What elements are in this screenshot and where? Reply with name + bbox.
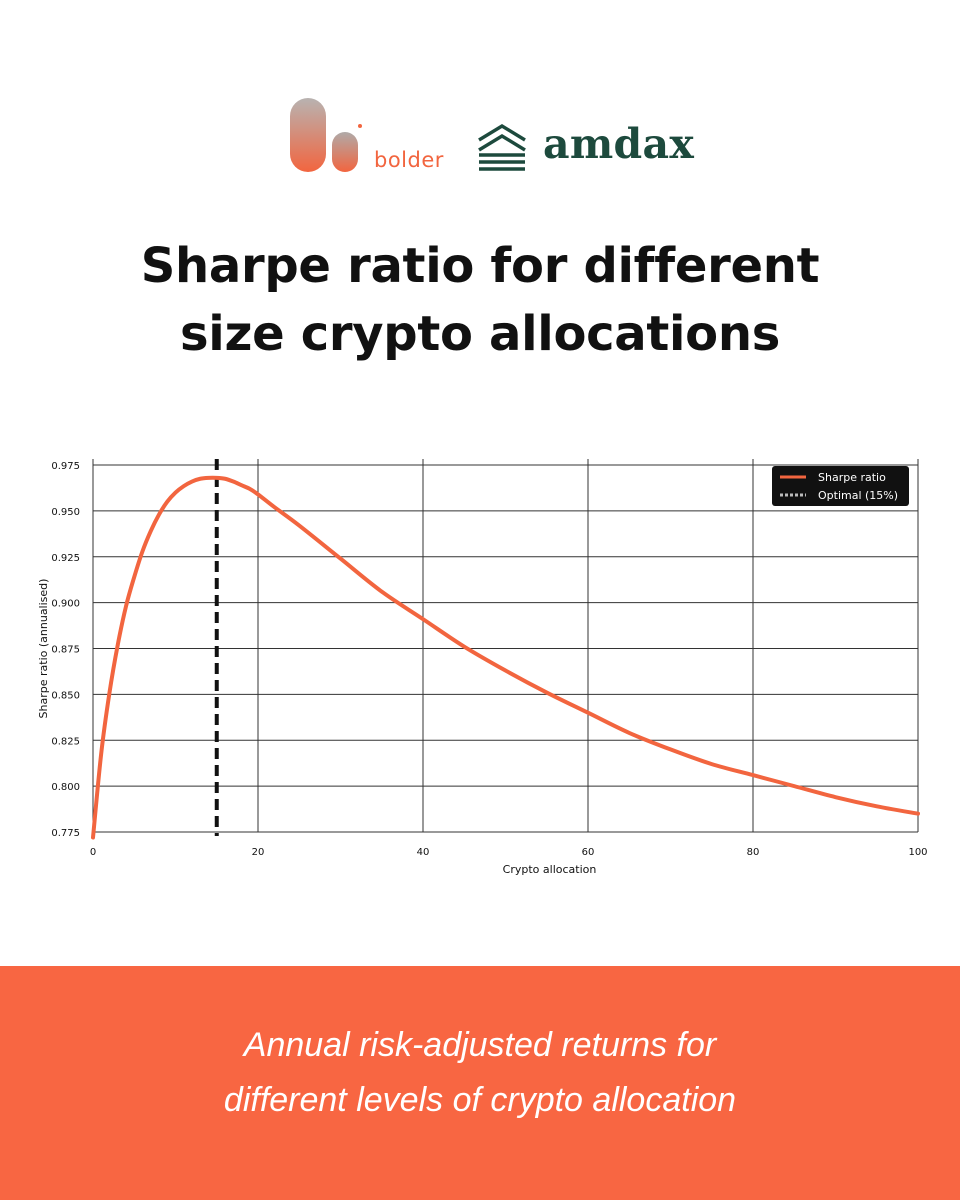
y-tick-label-8: 0.975 — [51, 461, 80, 472]
legend-box — [772, 466, 909, 506]
y-tick-label-0: 0.775 — [51, 828, 80, 839]
x-axis-label: Crypto allocation — [503, 863, 597, 876]
y-tick-label-5: 0.900 — [51, 599, 80, 610]
caption-line-1: Annual risk-adjusted returns for — [243, 1026, 717, 1064]
x-tick-label-5: 100 — [908, 847, 927, 858]
page-title: Sharpe ratio for different size crypto a… — [0, 232, 960, 368]
legend-label-sharpe: Sharpe ratio — [818, 471, 886, 484]
caption-text: Annual risk-adjusted returns for differe… — [0, 1018, 960, 1128]
x-tick-label-0: 0 — [90, 847, 96, 858]
amdax-logo-icon — [478, 124, 526, 171]
legend: Sharpe ratio Optimal (15%) — [772, 466, 909, 506]
y-tick-label-2: 0.825 — [51, 736, 80, 747]
title-line-1: Sharpe ratio for different — [140, 238, 820, 294]
bolder-logo-icon — [290, 98, 362, 172]
y-tick-label-6: 0.925 — [51, 553, 80, 564]
y-tick-label-1: 0.800 — [51, 782, 80, 793]
amdax-wordmark: amdax — [543, 120, 695, 168]
y-tick-label-4: 0.875 — [51, 645, 80, 656]
bolder-wordmark: bolder — [374, 148, 444, 172]
x-tick-label-4: 80 — [747, 847, 760, 858]
caption-line-2: different levels of crypto allocation — [223, 1081, 737, 1119]
y-tick-label-7: 0.950 — [51, 507, 80, 518]
title-line-2: size crypto allocations — [180, 306, 780, 362]
x-tick-label-3: 60 — [582, 847, 595, 858]
caption-banner: Annual risk-adjusted returns for differe… — [0, 966, 960, 1200]
y-axis-label: Sharpe ratio (annualised) — [37, 579, 50, 719]
sharpe-ratio-line — [91, 475, 920, 840]
legend-label-optimal: Optimal (15%) — [818, 489, 898, 502]
sharpe-ratio-chart: 0.775 0.800 0.825 0.850 0.875 0.900 0.925 0.950… — [37, 459, 928, 876]
x-tick-label-2: 40 — [417, 847, 430, 858]
x-tick-label-1: 20 — [252, 847, 265, 858]
logo-bar: bolder amdax — [0, 90, 960, 180]
y-tick-label-3: 0.850 — [51, 690, 80, 701]
